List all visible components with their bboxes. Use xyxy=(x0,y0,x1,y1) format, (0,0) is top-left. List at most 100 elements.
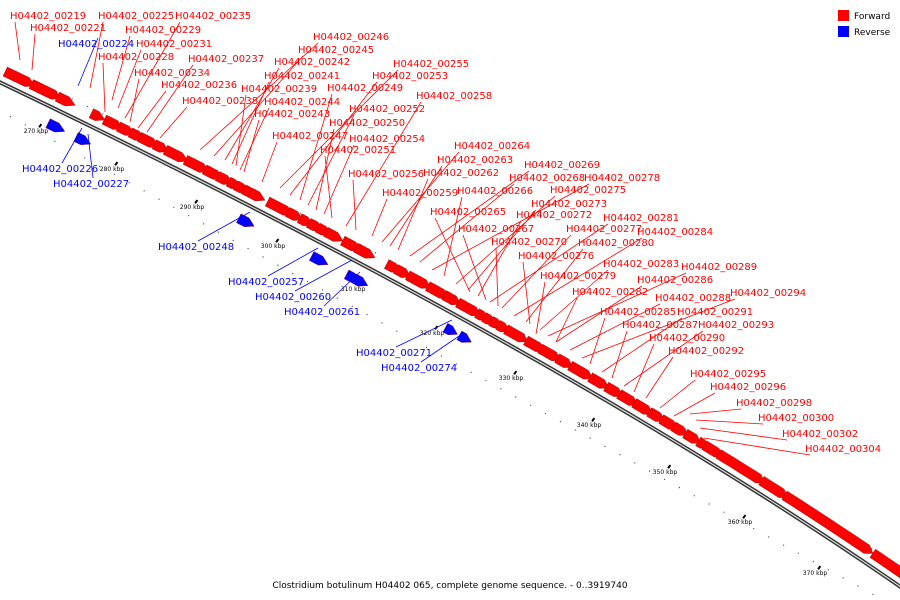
forward-leader-line xyxy=(462,234,487,301)
forward-gene-label: H04402_00276 xyxy=(518,251,594,262)
forward-leader-line xyxy=(289,81,378,196)
scale-tick-label: 270 kbp xyxy=(24,128,49,135)
forward-gene-label: H04402_00278 xyxy=(584,173,660,184)
forward-gene-label: H04402_00270 xyxy=(491,237,567,248)
scale-tick xyxy=(275,238,280,243)
reverse-gene xyxy=(442,323,458,336)
forward-leader-line xyxy=(555,285,643,343)
reverse-gene-label: H04402_00226 xyxy=(22,164,98,175)
forward-gene-label: H04402_00239 xyxy=(241,84,317,95)
forward-gene-label: H04402_00252 xyxy=(349,104,425,115)
forward-leader-line xyxy=(239,107,270,171)
legend: Forward Reverse xyxy=(838,10,891,38)
gene-features xyxy=(2,66,900,579)
forward-gene-label: H04402_00241 xyxy=(264,71,340,82)
forward-leader-line xyxy=(467,209,537,291)
scale-tick xyxy=(591,417,596,422)
scale-tick xyxy=(513,370,518,375)
scale-tick-label: 370 kbp xyxy=(803,570,828,577)
forward-gene-label: H04402_00280 xyxy=(578,238,654,249)
forward-leader-line xyxy=(495,247,499,307)
forward-gene xyxy=(781,490,874,554)
scale-tick xyxy=(742,514,747,519)
forward-gene-label: H04402_00235 xyxy=(175,11,251,22)
scale-tick-label: 320 kbp xyxy=(420,330,445,337)
forward-leader-line xyxy=(489,223,609,303)
reverse-gene-label: H04402_00227 xyxy=(53,179,129,190)
forward-gene xyxy=(54,91,76,107)
forward-gene-label: H04402_00272 xyxy=(516,210,592,221)
forward-gene-label: H04402_00294 xyxy=(730,288,806,299)
forward-gene-label: H04402_00292 xyxy=(668,346,744,357)
forward-gene xyxy=(28,79,62,100)
reverse-gene xyxy=(45,118,66,133)
reverse-leader-line xyxy=(267,247,319,277)
forward-gene xyxy=(670,421,689,436)
forward-leader-line xyxy=(477,220,522,297)
forward-leader-line xyxy=(31,33,36,71)
forward-leader-line xyxy=(623,330,704,387)
reverse-gene-label: H04402_00224 xyxy=(58,39,134,50)
reverse-leader-line xyxy=(61,127,83,164)
forward-leader-line xyxy=(102,62,106,113)
forward-gene-label: H04402_00293 xyxy=(698,320,774,331)
forward-leader-line xyxy=(315,128,335,211)
forward-gene xyxy=(322,227,344,242)
reverse-gene xyxy=(309,251,329,266)
forward-gene-label: H04402_00234 xyxy=(134,68,210,79)
forward-gene-label: H04402_00251 xyxy=(320,145,396,156)
forward-gene-label: H04402_00254 xyxy=(349,134,425,145)
gene-labels: H04402_00219H04402_00221H04402_00225H044… xyxy=(10,11,881,455)
forward-gene xyxy=(503,324,529,343)
forward-gene xyxy=(441,290,462,306)
forward-gene xyxy=(284,207,304,221)
forward-gene-label: H04402_00269 xyxy=(524,160,600,171)
map-caption: Clostridium botulinum H04402 065, comple… xyxy=(272,581,627,591)
reverse-gene-label: H04402_00257 xyxy=(228,277,304,288)
scale-tick xyxy=(194,199,199,204)
forward-gene-label: H04402_00247 xyxy=(272,131,348,142)
reverse-gene-label: H04402_00271 xyxy=(356,348,432,359)
forward-gene-label: H04402_00268 xyxy=(509,173,585,184)
scale-tick xyxy=(114,161,119,166)
forward-gene xyxy=(869,548,900,579)
scale-tick xyxy=(817,565,822,570)
forward-leader-line xyxy=(397,178,429,251)
forward-gene-label: H04402_00273 xyxy=(531,199,607,210)
forward-gene-label: H04402_00266 xyxy=(457,186,533,197)
forward-leader-line xyxy=(673,392,716,417)
forward-gene-label: H04402_00281 xyxy=(603,213,679,224)
forward-leader-line xyxy=(307,114,355,206)
forward-gene-label: H04402_00267 xyxy=(458,224,534,235)
forward-gene-label: H04402_00287 xyxy=(622,320,698,331)
label-leader-lines xyxy=(14,21,811,456)
forward-gene-label: H04402_00242 xyxy=(274,57,350,68)
forward-gene-label: H04402_00263 xyxy=(437,155,513,166)
legend-reverse-label: Reverse xyxy=(854,28,891,38)
reverse-gene-label: H04402_00261 xyxy=(284,307,360,318)
inner-dotted-ring xyxy=(0,110,885,600)
forward-gene-label: H04402_00298 xyxy=(736,398,812,409)
forward-leader-line xyxy=(699,427,788,441)
forward-leader-line xyxy=(323,144,355,215)
forward-gene xyxy=(715,449,766,484)
forward-gene-label: H04402_00253 xyxy=(372,71,448,82)
forward-gene-label: H04402_00286 xyxy=(637,275,713,286)
forward-leader-line xyxy=(569,303,661,351)
forward-leader-line xyxy=(345,101,422,227)
forward-gene-label: H04402_00236 xyxy=(161,80,237,91)
forward-leader-line xyxy=(633,343,655,393)
legend-forward-swatch xyxy=(838,10,849,21)
reverse-leader-line xyxy=(87,133,94,179)
forward-leader-line xyxy=(581,298,736,359)
forward-leader-line xyxy=(235,94,247,167)
forward-gene xyxy=(554,353,574,368)
forward-gene-label: H04402_00228 xyxy=(98,52,174,63)
forward-gene-label: H04402_00279 xyxy=(540,271,616,282)
forward-leader-line xyxy=(389,165,443,247)
legend-forward-label: Forward xyxy=(854,12,890,22)
forward-gene-label: H04402_00264 xyxy=(454,141,530,152)
forward-gene-label: H04402_00221 xyxy=(30,23,106,34)
scale-tick-label: 290 kbp xyxy=(180,204,205,211)
